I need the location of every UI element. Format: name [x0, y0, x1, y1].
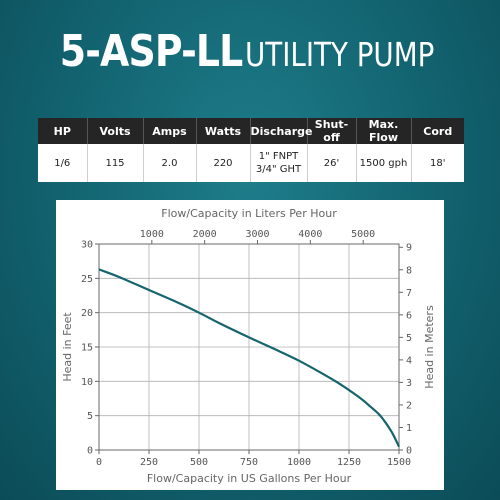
- y-tick-label: 0: [87, 446, 93, 457]
- y2-tick-label: 7: [406, 288, 412, 299]
- page-title: 5-ASP-LLUTILITY PUMP: [0, 26, 500, 77]
- spec-table: HP Volts Amps Watts Discharge Shut-off M…: [38, 118, 464, 182]
- y-tick-label: 30: [81, 240, 93, 251]
- pump-curve-line: [98, 268, 400, 448]
- cell-max-flow: 1500 gph: [356, 144, 412, 182]
- y2-tick-label: 5: [406, 333, 412, 344]
- table-row: 1/6 115 2.0 220 1" FNPT 3/4" GHT 26' 150…: [38, 144, 464, 182]
- x-tick-label: 750: [240, 457, 258, 468]
- header-hp: HP: [38, 118, 88, 144]
- header-watts: Watts: [196, 118, 251, 144]
- x-axis-title: Flow/Capacity in US Gallons Per Hour: [147, 472, 352, 485]
- y2-tick-label: 6: [406, 310, 412, 321]
- cell-shutoff: 26': [307, 144, 357, 182]
- cell-hp: 1/6: [38, 144, 88, 182]
- header-amps: Amps: [143, 118, 197, 144]
- y-tick-label: 25: [81, 274, 93, 285]
- x-tick-label: 1500: [387, 457, 411, 468]
- x-tick-label: 250: [140, 457, 158, 468]
- plot-border: [98, 243, 400, 451]
- header-volts: Volts: [87, 118, 144, 144]
- x-tick-label: 500: [190, 457, 208, 468]
- y2-tick-label: 8: [406, 265, 412, 276]
- x2-tick-label: 2000: [193, 229, 217, 240]
- x2-tick-label: 3000: [245, 229, 269, 240]
- discharge-line-1: 1" FNPT: [258, 151, 299, 162]
- y-axis-title: Head in Feet: [61, 312, 74, 382]
- x-tick-label: 1250: [337, 457, 361, 468]
- cell-watts: 220: [196, 144, 251, 182]
- grid: [99, 244, 399, 450]
- y2-tick-label: 9: [406, 243, 412, 254]
- model-name: 5-ASP-LL: [59, 26, 244, 77]
- header-max-flow: Max. Flow: [356, 118, 412, 144]
- y2-tick-label: 3: [406, 378, 412, 389]
- cell-volts: 115: [87, 144, 144, 182]
- y-tick-label: 5: [87, 411, 93, 422]
- x2-tick-label: 4000: [298, 229, 322, 240]
- product-kind: UTILITY PUMP: [244, 35, 434, 74]
- pump-curve-chart: 0 250 500 750 1000 1250 1500 1000 2000 3000 4000 50…: [56, 200, 444, 490]
- y2-tick-label: 2: [406, 400, 412, 411]
- y2-tick-label: 1: [406, 423, 412, 434]
- discharge-line-2: 3/4" GHT: [255, 164, 302, 175]
- y2-tick-label: 0: [406, 446, 412, 457]
- y2-tick-label: 4: [406, 355, 412, 366]
- header-cord: Cord: [411, 118, 464, 144]
- spec-header-row: HP Volts Amps Watts Discharge Shut-off M…: [38, 118, 464, 144]
- y-tick-label: 10: [81, 377, 93, 388]
- x-tick-label: 0: [96, 457, 102, 468]
- header-discharge: Discharge: [250, 118, 312, 144]
- y2-axis-title: Head in Meters: [423, 305, 436, 389]
- cell-discharge: 1" FNPT 3/4" GHT: [250, 144, 308, 182]
- x2-tick-label: 1000: [140, 229, 164, 240]
- cell-amps: 2.0: [143, 144, 197, 182]
- cell-cord: 18': [430, 157, 446, 169]
- x2-tick-label: 5000: [351, 229, 375, 240]
- x2-axis-title: Flow/Capacity in Liters Per Hour: [161, 207, 337, 220]
- y-tick-label: 15: [81, 343, 93, 354]
- x-tick-label: 1000: [287, 457, 311, 468]
- y-tick-label: 20: [81, 308, 93, 319]
- header-shutoff: Shut-off: [307, 118, 357, 144]
